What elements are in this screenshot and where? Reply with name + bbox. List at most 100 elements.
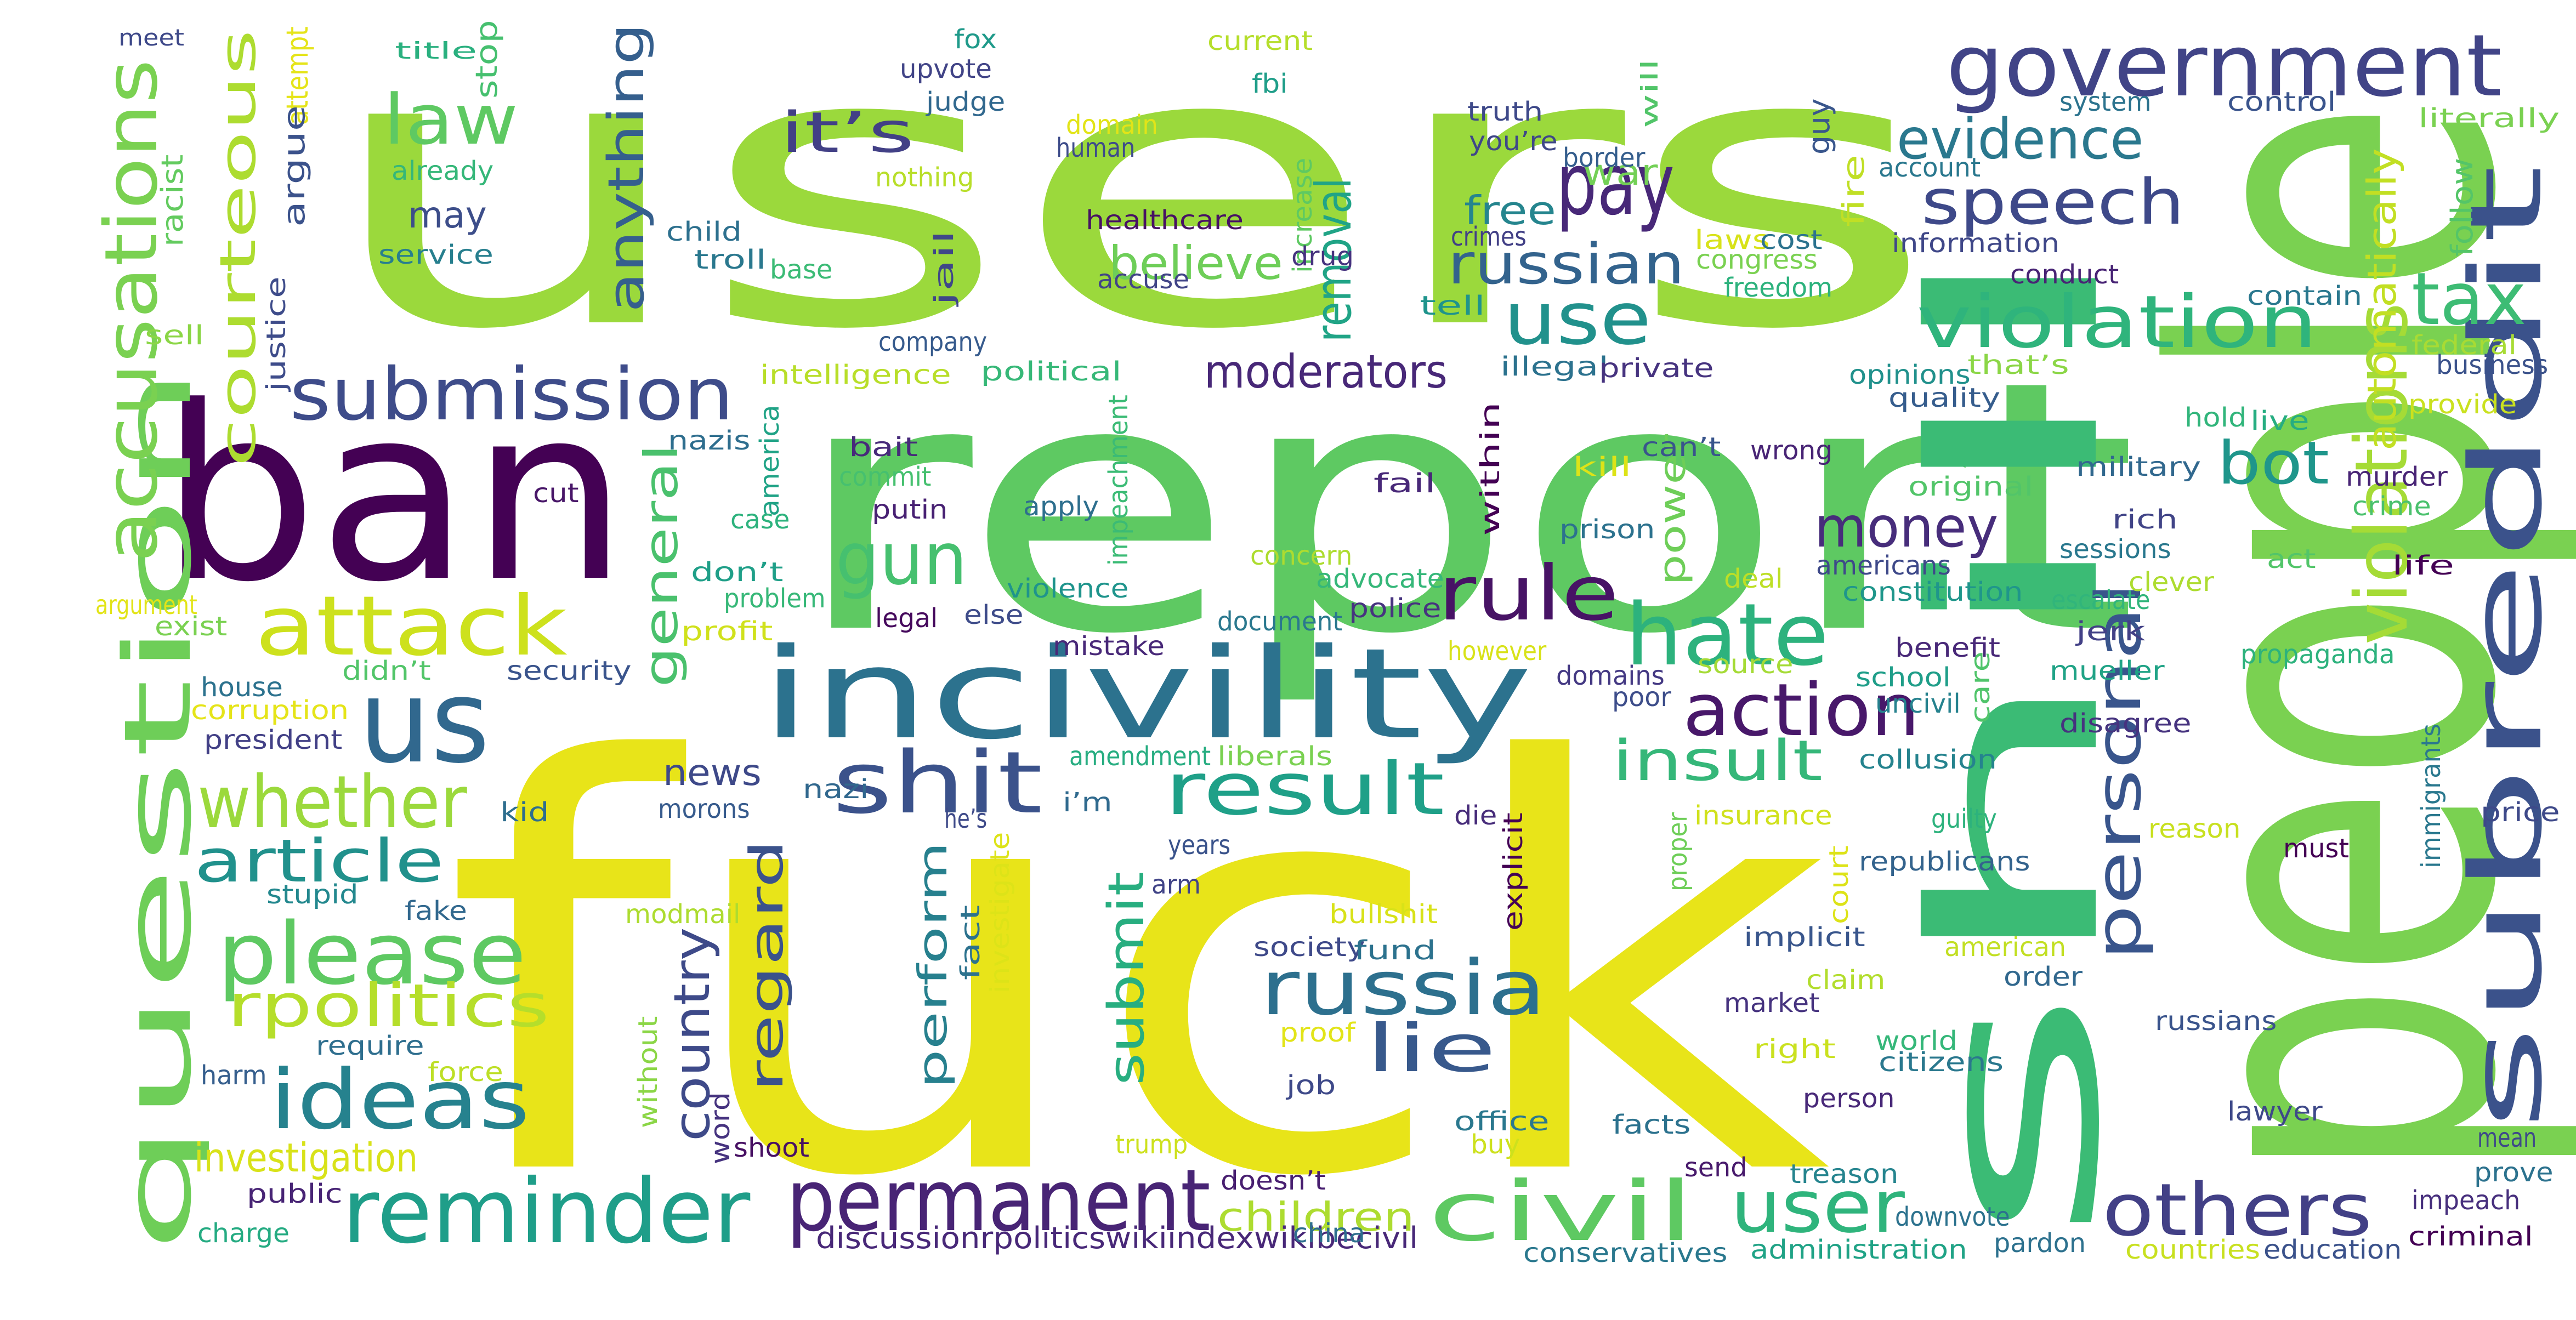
word-domains: domains xyxy=(1556,661,1665,691)
word-political: political xyxy=(980,356,1122,387)
word-impeachment: impeachment xyxy=(1103,395,1134,566)
word-society: society xyxy=(1253,932,1365,963)
word-fire: fire xyxy=(1836,154,1871,227)
word-accusations: accusations xyxy=(89,59,174,563)
word-racist: racist xyxy=(155,154,190,247)
word-cost: cost xyxy=(1760,225,1823,255)
word-proper: proper xyxy=(1663,812,1693,891)
word-market: market xyxy=(1724,988,1820,1019)
word-may: may xyxy=(408,194,487,236)
word-prove: prove xyxy=(2474,1157,2554,1188)
word-free: free xyxy=(1464,187,1556,234)
word-public: public xyxy=(247,1179,343,1209)
word-fail: fail xyxy=(1374,468,1436,499)
word-permanent: permanent xyxy=(786,1151,1211,1250)
word-propaganda: propaganda xyxy=(2240,639,2395,670)
word-amendment: amendment xyxy=(1069,741,1211,772)
word-problem: problem xyxy=(724,583,826,614)
word-within: within xyxy=(1475,401,1506,536)
word-buy: buy xyxy=(1471,1129,1520,1160)
word-care: care xyxy=(1965,651,1996,724)
word-upvote: upvote xyxy=(900,54,992,84)
word-literally: literally xyxy=(2418,103,2560,134)
word-russia: russia xyxy=(1260,944,1546,1032)
word-quality: quality xyxy=(1888,383,2001,413)
word-submit: submit xyxy=(1098,871,1155,1085)
word-mistake: mistake xyxy=(1053,631,1165,662)
word-control: control xyxy=(2227,87,2336,117)
word-else: else xyxy=(964,600,1024,630)
word-news: news xyxy=(663,752,762,794)
word-courteous: courteous xyxy=(209,29,267,467)
word-putin: putin xyxy=(872,494,948,525)
word-gun: gun xyxy=(836,517,968,601)
word-criminal: criminal xyxy=(2408,1221,2533,1252)
word-report: report xyxy=(791,307,2139,709)
word-america: america xyxy=(754,405,785,516)
word-civil: civil xyxy=(1428,1164,1695,1260)
word-submission: submission xyxy=(290,352,734,437)
word-fund: fund xyxy=(1354,935,1437,966)
word-russians: russians xyxy=(2155,1006,2277,1037)
word-insult: insult xyxy=(1612,729,1823,794)
word-fbi: fbi xyxy=(1252,69,1288,99)
word-advocate: advocate xyxy=(1316,564,1444,594)
word-system: system xyxy=(2059,87,2152,117)
word-stop: stop xyxy=(469,20,504,99)
word-information: information xyxy=(1892,228,2060,259)
word-collusion: collusion xyxy=(1859,744,1997,775)
word-corruption: corruption xyxy=(191,695,349,726)
word-world: world xyxy=(1875,1026,1958,1056)
word-immigrants: immigrants xyxy=(2416,723,2447,868)
word-others: others xyxy=(2102,1168,2373,1253)
word-hold: hold xyxy=(2185,402,2247,433)
word-human: human xyxy=(1056,133,1136,163)
word-crime: crime xyxy=(2352,491,2431,522)
word-tax: tax xyxy=(2412,257,2527,342)
word-lawyer: lawyer xyxy=(2227,1096,2323,1127)
word-domain: domain xyxy=(1066,110,1158,140)
word-arm: arm xyxy=(1151,869,1201,900)
word-nothing: nothing xyxy=(875,162,974,193)
word-article: article xyxy=(194,827,444,896)
word-reason: reason xyxy=(2148,813,2241,844)
word-investigation: investigation xyxy=(194,1135,418,1181)
word-title: title xyxy=(395,37,478,64)
word-already: already xyxy=(391,156,494,186)
word-user: user xyxy=(1730,1165,1905,1249)
word-sell: sell xyxy=(145,320,205,351)
word-laws: laws xyxy=(1694,225,1771,255)
word-explicit: explicit xyxy=(1498,812,1529,931)
word-trump: trump xyxy=(1115,1129,1188,1160)
word-court: court xyxy=(1824,845,1854,924)
word-facts: facts xyxy=(1612,1110,1691,1140)
word-that-s: that’s xyxy=(1967,350,2069,380)
word-argument: argument xyxy=(95,590,197,621)
word-cut: cut xyxy=(533,478,579,509)
word-private: private xyxy=(1599,353,1714,384)
word-child: child xyxy=(666,217,742,247)
word-mean: mean xyxy=(2477,1123,2537,1153)
word-right: right xyxy=(1754,1034,1836,1065)
word-bullshit: bullshit xyxy=(1329,899,1438,930)
word-rpolitics: rpolitics xyxy=(227,972,550,1040)
word-send: send xyxy=(1684,1152,1747,1183)
word-government: government xyxy=(1946,16,2503,116)
word-tell: tell xyxy=(1420,291,1486,321)
word-moderators: moderators xyxy=(1204,345,1448,399)
word-american: american xyxy=(1944,932,2066,963)
word-citizens: citizens xyxy=(1879,1047,2004,1078)
word-military: military xyxy=(2076,452,2201,482)
word-didn-t: didn’t xyxy=(342,656,431,686)
word-pardon: pardon xyxy=(1994,1228,2086,1259)
word-fox: fox xyxy=(954,24,997,55)
word-original: original xyxy=(1908,471,2034,502)
word-guilty: guilty xyxy=(1931,804,1997,834)
word-ban: ban xyxy=(160,355,629,635)
word-violence: violence xyxy=(1007,573,1129,604)
word-perform: perform xyxy=(910,841,956,1089)
word-us: us xyxy=(359,655,490,789)
word-implicit: implicit xyxy=(1744,922,1865,953)
word-fake: fake xyxy=(405,896,467,926)
